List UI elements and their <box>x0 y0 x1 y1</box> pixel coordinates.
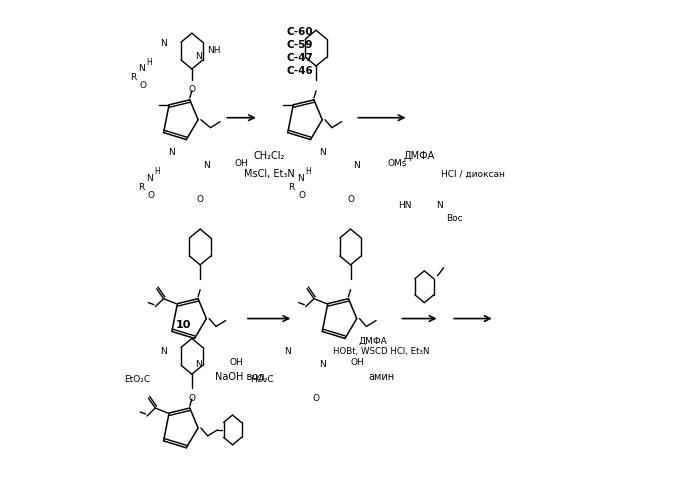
Text: R: R <box>289 182 295 192</box>
Text: H: H <box>305 166 310 176</box>
Text: O: O <box>188 85 195 94</box>
Text: O: O <box>188 393 195 402</box>
Text: OH: OH <box>229 357 243 366</box>
Text: Boc: Boc <box>446 213 462 222</box>
Text: O: O <box>196 195 203 203</box>
Text: N: N <box>195 359 201 368</box>
Text: HOBt, WSCD HCl, Et₃N: HOBt, WSCD HCl, Et₃N <box>333 346 430 355</box>
Text: C-46: C-46 <box>287 66 313 76</box>
Text: NH: NH <box>207 45 220 55</box>
Text: N: N <box>147 173 153 182</box>
Text: N: N <box>354 161 360 169</box>
Text: N: N <box>160 39 167 47</box>
Text: N: N <box>284 346 291 355</box>
Text: H: H <box>154 166 160 176</box>
Text: EtO₂C: EtO₂C <box>124 374 150 383</box>
Text: C-59: C-59 <box>287 40 313 50</box>
Text: N: N <box>319 359 326 368</box>
Text: HN: HN <box>398 200 411 209</box>
Text: N: N <box>436 200 443 209</box>
Text: амин: амин <box>368 371 395 381</box>
Text: H: H <box>146 58 152 66</box>
Text: NaOH вод.: NaOH вод. <box>215 370 268 380</box>
Text: ДМФА: ДМФА <box>404 150 435 160</box>
Text: CH₂Cl₂: CH₂Cl₂ <box>254 150 284 160</box>
Text: O: O <box>147 190 154 199</box>
Text: N: N <box>203 161 210 169</box>
Text: ДМФА: ДМФА <box>359 336 388 345</box>
Text: N: N <box>160 346 167 355</box>
Text: R: R <box>138 182 144 192</box>
Text: O: O <box>298 190 305 199</box>
Text: C-47: C-47 <box>287 53 313 63</box>
Text: O: O <box>139 81 146 90</box>
Text: OMs: OMs <box>387 159 407 167</box>
Text: R: R <box>130 73 136 82</box>
Text: N: N <box>319 148 326 157</box>
Text: N: N <box>138 64 145 74</box>
Text: C-60: C-60 <box>287 27 313 37</box>
Text: OH: OH <box>235 159 248 167</box>
Text: N: N <box>168 148 175 157</box>
Text: N: N <box>297 173 303 182</box>
Text: MsCl, Et₃N: MsCl, Et₃N <box>244 169 294 179</box>
Text: OH: OH <box>350 357 364 366</box>
Text: O: O <box>312 393 319 402</box>
Text: N: N <box>195 51 201 60</box>
Text: 10: 10 <box>175 319 191 329</box>
Text: O: O <box>347 195 354 203</box>
Text: HCl / диоксан: HCl / диоксан <box>440 169 505 179</box>
Text: HO₂C: HO₂C <box>250 374 274 383</box>
